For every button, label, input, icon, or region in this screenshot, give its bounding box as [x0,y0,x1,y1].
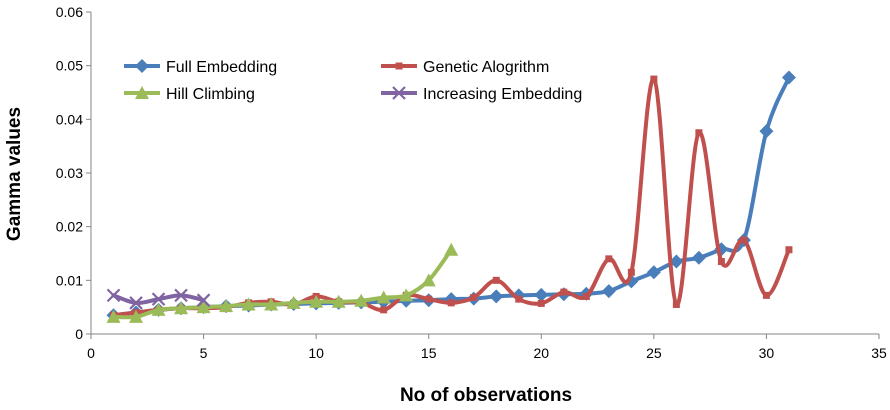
data-point-genetic-alogrithm [672,300,680,308]
data-point-genetic-alogrithm [447,299,455,307]
legend-item-increasing-embedding: Increasing Embedding [381,86,582,103]
data-point-hill-climbing [129,309,144,323]
data-point-increasing-embedding [151,292,166,306]
series-layer [106,70,796,323]
data-point-genetic-alogrithm [740,236,748,244]
y-tick-label: 0.01 [56,272,83,288]
legend-label: Hill Climbing [166,86,255,103]
series-hill-climbing [106,242,459,323]
legend-item-hill-climbing: Hill Climbing [124,86,255,103]
x-tick-label: 20 [533,345,549,361]
x-tick-label: 5 [200,345,208,361]
data-point-full-embedding [691,250,706,265]
data-point-hill-climbing [106,309,121,323]
x-tick-label: 0 [87,345,95,361]
data-point-genetic-alogrithm [560,288,568,296]
data-point-genetic-alogrithm [605,255,613,263]
data-point-full-embedding [646,265,661,280]
data-point-hill-climbing [399,288,414,302]
data-point-hill-climbing [174,301,189,315]
data-point-full-embedding [601,284,616,299]
x-tick-label: 35 [871,345,887,361]
data-point-genetic-alogrithm [492,276,500,284]
data-point-genetic-alogrithm [537,299,545,307]
x-tick-label: 10 [308,345,324,361]
y-tick-label: 0.04 [56,111,83,127]
data-point-full-embedding [759,124,774,139]
data-point-genetic-alogrithm [785,246,793,254]
series-line-hill-climbing [111,247,454,320]
data-point-increasing-embedding [129,296,143,310]
data-point-genetic-alogrithm [650,75,658,83]
y-ticks: 0 0.01 0.02 0.03 0.04 0.05 0.06 [56,4,91,342]
data-point-hill-climbing [286,295,301,309]
data-point-genetic-alogrithm [717,258,725,266]
data-point-hill-climbing [376,290,391,304]
data-point-hill-climbing [331,294,346,308]
series-line-genetic-alogrithm [111,77,791,318]
x-tick-label: 15 [421,345,437,361]
data-point-genetic-alogrithm [762,291,770,299]
y-tick-label: 0.02 [56,219,83,235]
data-point-hill-climbing [309,294,324,308]
data-point-increasing-embedding [106,288,121,303]
data-point-genetic-alogrithm [470,294,478,302]
x-tick-label: 25 [646,345,662,361]
data-point-genetic-alogrithm [627,268,635,276]
y-axis-title: Gamma values [4,107,25,241]
y-tick-label: 0.05 [56,58,83,74]
data-point-genetic-alogrithm [515,295,523,303]
data-point-hill-climbing [196,300,211,314]
y-tick-label: 0.06 [56,4,83,20]
data-point-genetic-alogrithm [425,295,433,303]
legend-marker-increasing-embedding [392,86,406,100]
data-point-hill-climbing [264,297,279,311]
y-tick-label: 0.03 [56,165,83,181]
data-point-hill-climbing [219,299,234,313]
series-full-embedding [106,70,796,323]
legend-item-genetic-alogrithm: Genetic Alogrithm [381,59,549,76]
series-line-full-embedding [111,75,791,318]
data-point-increasing-embedding [196,293,211,307]
legend-marker-full-embedding [135,59,149,73]
x-axis-title: No of observations [400,385,572,406]
data-point-genetic-alogrithm [582,292,590,300]
x-tick-label: 30 [759,345,775,361]
legend-item-full-embedding: Full Embedding [124,59,277,76]
y-tick-label: 0 [75,326,83,342]
data-point-genetic-alogrithm [695,129,703,137]
data-point-increasing-embedding [174,288,188,303]
data-point-full-embedding [669,254,684,269]
data-point-hill-climbing [241,297,256,311]
data-point-full-embedding [489,289,504,304]
legend-label: Increasing Embedding [423,86,582,103]
data-point-hill-climbing [354,293,369,307]
data-point-hill-climbing [421,273,436,287]
data-point-full-embedding [534,287,549,302]
data-point-hill-climbing [444,242,459,256]
data-point-hill-climbing [151,302,166,316]
series-genetic-alogrithm [110,75,793,319]
legend-marker-hill-climbing [135,86,149,99]
data-point-genetic-alogrithm [380,306,388,314]
legend-label: Genetic Alogrithm [423,59,549,76]
data-point-full-embedding [781,70,796,85]
x-ticks: 0 5 10 15 20 25 30 35 [87,334,887,361]
series-increasing-embedding [106,288,211,310]
legend-label: Full Embedding [166,59,277,76]
legend-marker-genetic-alogrithm [395,62,403,70]
legend: Full Embedding Genetic Alogrithm Hill Clim… [124,59,582,103]
